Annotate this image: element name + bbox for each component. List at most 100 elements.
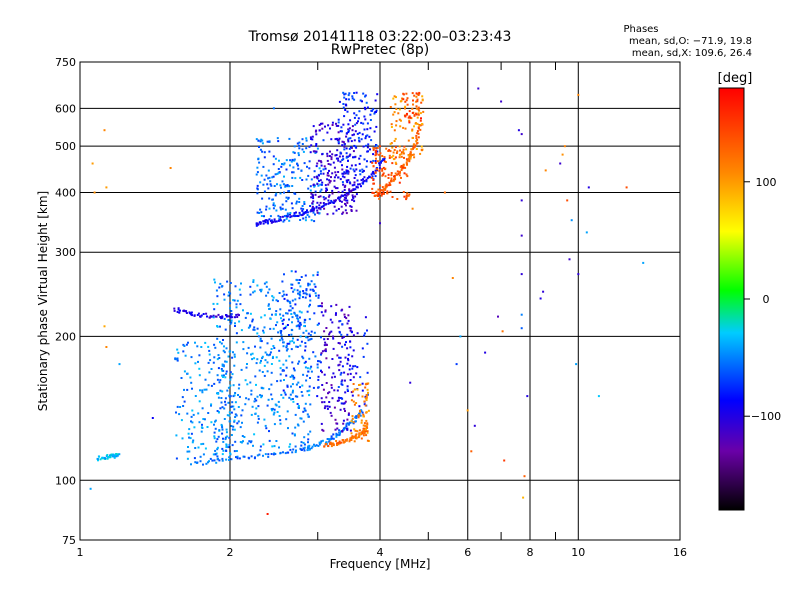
data-point — [241, 409, 244, 412]
data-point — [277, 171, 280, 174]
data-point — [351, 415, 354, 418]
data-point — [256, 454, 259, 457]
data-point — [291, 158, 294, 161]
data-point — [262, 329, 265, 332]
data-point — [337, 124, 340, 127]
data-point — [312, 211, 315, 214]
data-point — [371, 175, 374, 178]
data-point — [350, 140, 353, 143]
data-point — [419, 124, 422, 127]
data-point — [349, 364, 352, 367]
data-point — [263, 178, 266, 181]
data-point — [363, 422, 366, 425]
data-point — [219, 389, 222, 392]
data-point — [334, 154, 337, 157]
data-point — [274, 453, 277, 455]
data-point — [416, 132, 419, 135]
data-point — [258, 453, 261, 456]
data-point — [335, 124, 338, 127]
data-point — [343, 148, 346, 151]
data-point — [292, 166, 295, 169]
data-point — [263, 326, 266, 329]
data-point — [190, 463, 192, 466]
data-point — [339, 442, 342, 445]
data-point — [353, 156, 356, 159]
data-point — [401, 151, 403, 154]
data-point — [319, 183, 322, 186]
data-point — [316, 366, 319, 369]
data-point — [346, 169, 349, 172]
data-point — [276, 321, 279, 324]
data-point — [344, 209, 347, 212]
data-point — [290, 348, 293, 351]
data-point — [328, 366, 331, 369]
data-point — [216, 392, 218, 395]
data-point — [279, 208, 282, 211]
data-point — [269, 183, 272, 186]
data-point — [337, 197, 339, 200]
data-point — [351, 417, 354, 420]
data-point — [340, 333, 343, 336]
data-point — [291, 432, 294, 435]
data-point — [341, 323, 344, 326]
data-point — [185, 310, 188, 313]
data-point — [389, 150, 392, 153]
data-point — [344, 184, 347, 187]
data-point — [317, 296, 320, 299]
data-point — [312, 207, 315, 210]
data-point — [360, 179, 363, 182]
data-point — [255, 138, 258, 141]
data-point — [229, 452, 232, 455]
data-point — [347, 319, 350, 322]
data-point — [390, 142, 393, 145]
data-point — [342, 172, 345, 175]
data-point — [197, 412, 200, 415]
data-point — [254, 397, 257, 400]
data-point — [303, 162, 306, 165]
data-point — [470, 450, 473, 453]
data-point — [361, 389, 364, 392]
data-point — [332, 433, 335, 436]
data-point — [377, 188, 380, 191]
data-point — [295, 383, 298, 386]
data-point — [408, 160, 411, 163]
data-point — [291, 185, 294, 187]
data-point — [304, 345, 307, 348]
data-point — [256, 395, 259, 398]
data-point — [466, 409, 469, 412]
data-point — [256, 358, 259, 361]
data-point — [342, 194, 344, 197]
data-point — [293, 433, 296, 436]
data-point — [561, 153, 564, 156]
data-point — [388, 183, 391, 186]
data-point — [295, 215, 298, 217]
data-point — [323, 330, 326, 333]
data-point — [257, 158, 260, 161]
data-point — [233, 428, 236, 431]
data-point — [187, 432, 190, 435]
data-point — [311, 138, 314, 141]
data-point — [313, 184, 316, 187]
data-point — [373, 130, 376, 133]
data-point — [351, 194, 354, 197]
data-point — [299, 344, 302, 347]
data-point — [393, 140, 396, 142]
data-point — [251, 320, 254, 323]
data-point — [230, 458, 233, 461]
data-point — [353, 139, 356, 142]
data-point — [101, 456, 104, 459]
x-tick-label: 1 — [77, 546, 84, 559]
data-point — [208, 349, 211, 352]
data-point — [303, 362, 306, 364]
data-point — [215, 452, 218, 455]
data-point — [290, 313, 293, 315]
data-point — [298, 211, 301, 214]
data-point — [400, 165, 403, 167]
data-point — [301, 143, 304, 145]
data-point — [360, 138, 363, 141]
data-point — [270, 383, 273, 386]
data-point — [356, 179, 359, 182]
data-point — [412, 137, 414, 139]
data-point — [240, 329, 243, 332]
